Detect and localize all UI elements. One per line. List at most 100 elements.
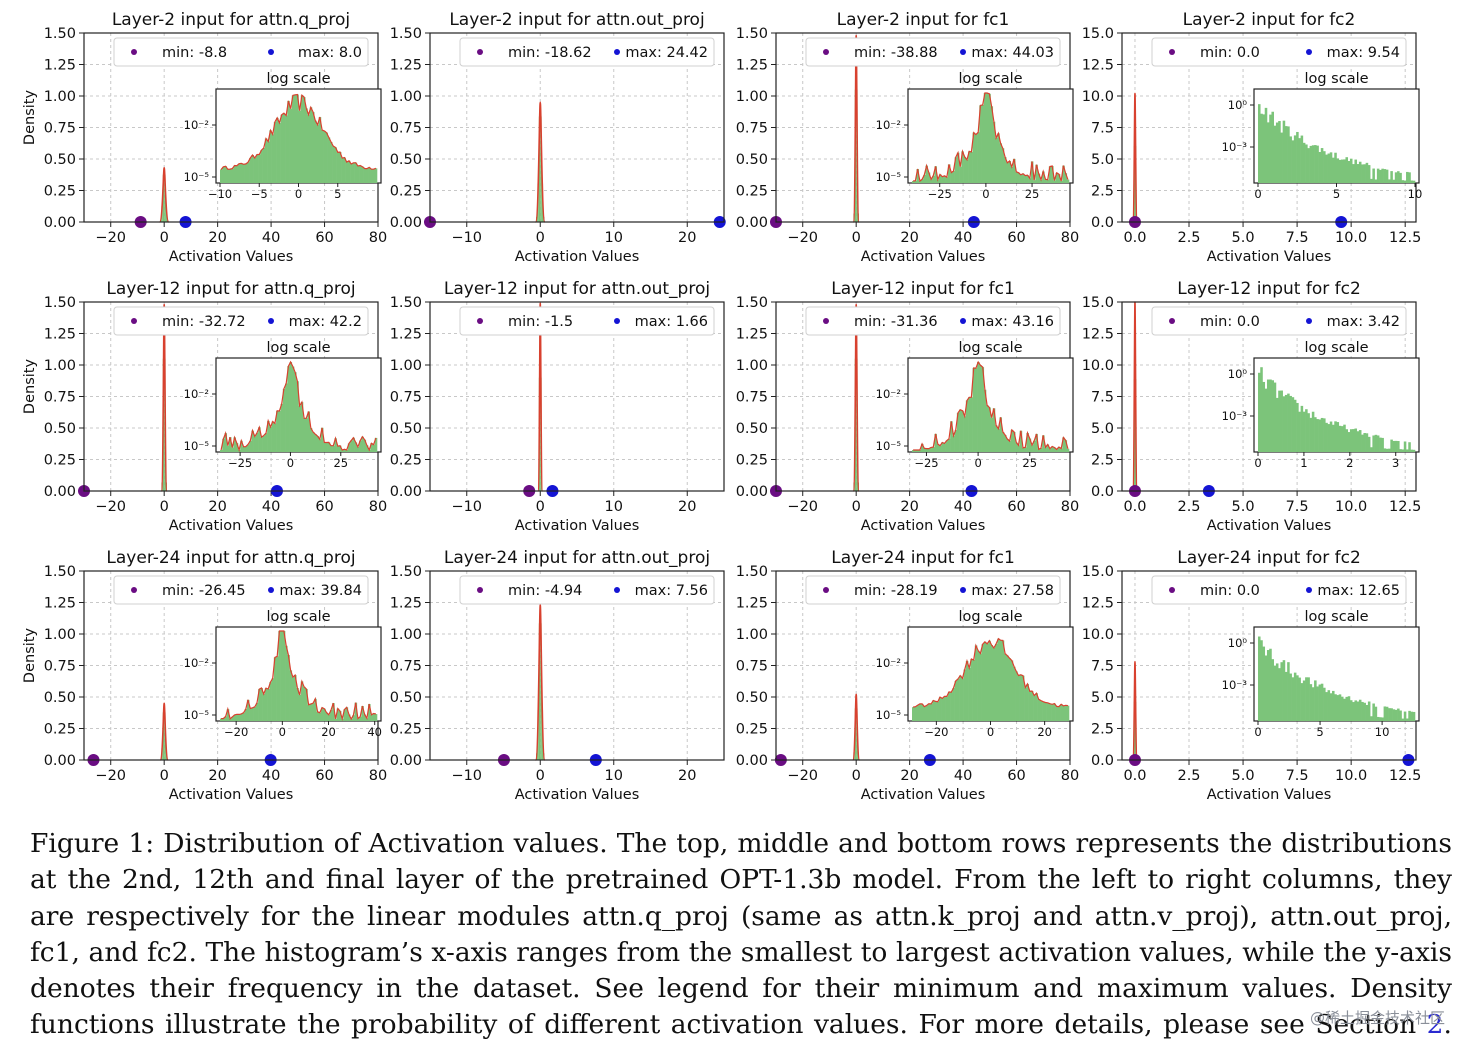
chart-2-3-inset-bar: [1001, 431, 1005, 452]
chart-2-3-inset-bar: [1044, 447, 1047, 452]
chart-1-4-inset-title: log scale: [1304, 71, 1368, 87]
chart-3-4-inset-bar: [1316, 686, 1319, 721]
section-link[interactable]: 2: [1426, 1009, 1444, 1041]
chart-1-4-inset-bar: [1318, 152, 1322, 183]
chart-3-1-inset-bar: [255, 702, 259, 721]
chart-1-3-inset-bar: [1019, 174, 1023, 183]
chart-3-3-inset-bar: [1015, 671, 1018, 721]
chart-1-2-xtick-label: −10: [451, 230, 482, 246]
chart-1-4-inset-bar: [1365, 162, 1369, 183]
chart-3-4-xtick-label: 5.0: [1232, 768, 1255, 784]
chart-1-1-legend-min: min: -8.8: [162, 45, 227, 61]
chart-2-4-inset-bar: [1412, 449, 1416, 452]
chart-2-2-legend-max-dot: [614, 318, 620, 324]
chart-3-4-inset-bar: [1410, 711, 1414, 721]
chart-3-1-inset-bar: [311, 703, 315, 721]
chart-2-4-inset-bar: [1338, 425, 1342, 452]
chart-2-2-ytick-label: 1.50: [390, 295, 422, 311]
chart-2-3-inset-bar: [1024, 447, 1027, 452]
chart-3-1-inset-bar: [242, 712, 245, 721]
chart-1-4-inset-bar: [1266, 122, 1270, 183]
chart-3-4-inset-bar: [1392, 709, 1396, 721]
chart-3-1-inset-bar: [271, 678, 275, 721]
chart-2-1-inset-bar: [267, 420, 270, 452]
chart-2-3-ytick-label: 0.50: [736, 421, 768, 437]
chart-1-3-inset-bar: [954, 157, 958, 183]
chart-1-1-inset-xtick-label: −5: [251, 187, 268, 201]
chart-3-3-inset-bar: [1024, 687, 1027, 721]
chart-3-4-inset-bar: [1269, 648, 1272, 721]
chart-2-4-inset-bar: [1266, 379, 1270, 452]
chart-1-1-inset-bar: [309, 107, 313, 183]
chart-3-4-inset-bar: [1408, 710, 1411, 721]
chart-1-3-ytick-label: 1.00: [736, 89, 768, 105]
chart-3-4-inset-bar: [1372, 703, 1375, 721]
chart-1-4-inset-bar: [1352, 164, 1355, 183]
chart-1-4-inset-bar: [1316, 145, 1319, 183]
chart-1-4-xtick-label: 7.5: [1286, 230, 1309, 246]
chart-2-4-inset-bar: [1399, 449, 1402, 452]
chart-2-3-inset-bar: [1003, 435, 1007, 452]
chart-3-2-legend-min-dot: [477, 587, 483, 593]
chart-3-4-inset-bar: [1347, 696, 1351, 721]
chart-2-1-inset-bar: [273, 423, 277, 452]
chart-1-1-inset-bar: [311, 112, 315, 183]
chart-3-3-inset-bar: [1046, 702, 1050, 721]
chart-1-4-inset-bar: [1408, 172, 1411, 183]
chart-2-4-legend-box: [1151, 306, 1407, 336]
chart-1-1-xtick-label: 60: [315, 230, 333, 246]
chart-2-1-inset-bar: [350, 440, 353, 452]
chart-1-1-hist-bar: [164, 174, 166, 222]
chart-3-2-legend-max-dot: [614, 587, 620, 593]
chart-2-1-inset-bar: [253, 436, 257, 452]
chart-3-4-inset-bar: [1367, 701, 1371, 721]
chart-1-4-inset-bar: [1264, 107, 1268, 183]
chart-1-1-hist-bar: [165, 205, 167, 222]
chart-3-3-inset-bar: [1001, 640, 1005, 721]
chart-1-3-inset-bar: [912, 181, 915, 183]
chart-1-3-inset-xtick-label: 25: [1025, 187, 1040, 201]
chart-2-4-inset-bar: [1298, 411, 1301, 452]
chart-1-3-ytick-label: 0.75: [736, 121, 768, 137]
chart-2-3-inset-bar: [1019, 430, 1023, 452]
chart-1-3-inset-bar: [1024, 175, 1027, 183]
chart-1-1-inset-bar: [372, 169, 376, 183]
chart-1-4-xlabel: Activation Values: [1207, 249, 1332, 265]
chart-3-3-inset-bar: [929, 703, 933, 721]
chart-1-2-legend-max: max: 24.42: [625, 45, 708, 61]
chart-1-2-ytick-label: 0.75: [390, 121, 422, 137]
chart-3-1-xtick-label: 60: [315, 768, 333, 784]
chart-2-3-inset-bar: [956, 412, 960, 452]
chart-1-3-inset-bar: [918, 181, 922, 183]
chart-1-3-inset-bar: [1062, 165, 1065, 183]
chart-3-2-legend-min: min: -4.94: [508, 583, 582, 599]
chart-3-1-inset-bar: [363, 714, 367, 721]
chart-1-1-ytick-label: 0.00: [44, 215, 76, 231]
caption-end: .: [1443, 1009, 1452, 1041]
chart-3-3-inset-bar: [999, 640, 1003, 721]
chart-3-1-inset-bar: [228, 718, 232, 721]
chart-1-1-inset-bar: [307, 114, 311, 183]
chart-3-3-inset-bar: [950, 692, 953, 721]
chart-3-1-inset-bar: [323, 708, 326, 721]
chart-2-1-inset-bar: [282, 388, 286, 452]
chart-3-4-xtick-label: 0.0: [1123, 768, 1146, 784]
chart-3-1-inset-bar: [329, 710, 333, 721]
chart-1-1-inset-bar: [220, 169, 223, 183]
chart-2-4-inset: log scale 0 1 2 3 10⁰ 10⁻³: [1222, 340, 1420, 470]
chart-3-1-inset-bar: [220, 718, 223, 721]
chart-2-4-inset-bar: [1275, 397, 1279, 452]
chart-2-4-inset-bar: [1370, 447, 1373, 452]
chart-3-3-xtick-label: 20: [900, 768, 918, 784]
chart-3-1-inset-bar: [246, 699, 250, 721]
chart-2-3-inset: log scale −25 0 25 10⁻² 10⁻⁵: [876, 340, 1074, 470]
chart-3-3-inset-bar: [977, 650, 980, 721]
chart-2-3-xtick-label: −20: [787, 499, 818, 515]
chart-3-3-inset-bar: [1066, 705, 1070, 721]
chart-2-3-legend-box: [805, 306, 1061, 336]
chart-1-3-inset-bar: [943, 175, 946, 183]
chart-1-3-kde-curve: [852, 34, 860, 223]
chart-1-4-inset-bar: [1345, 157, 1349, 183]
chart-1-1-inset: log scale −10 −5 0 5 10⁻² 10⁻⁵: [184, 71, 382, 201]
chart-3-3-inset-bar: [1019, 674, 1023, 721]
